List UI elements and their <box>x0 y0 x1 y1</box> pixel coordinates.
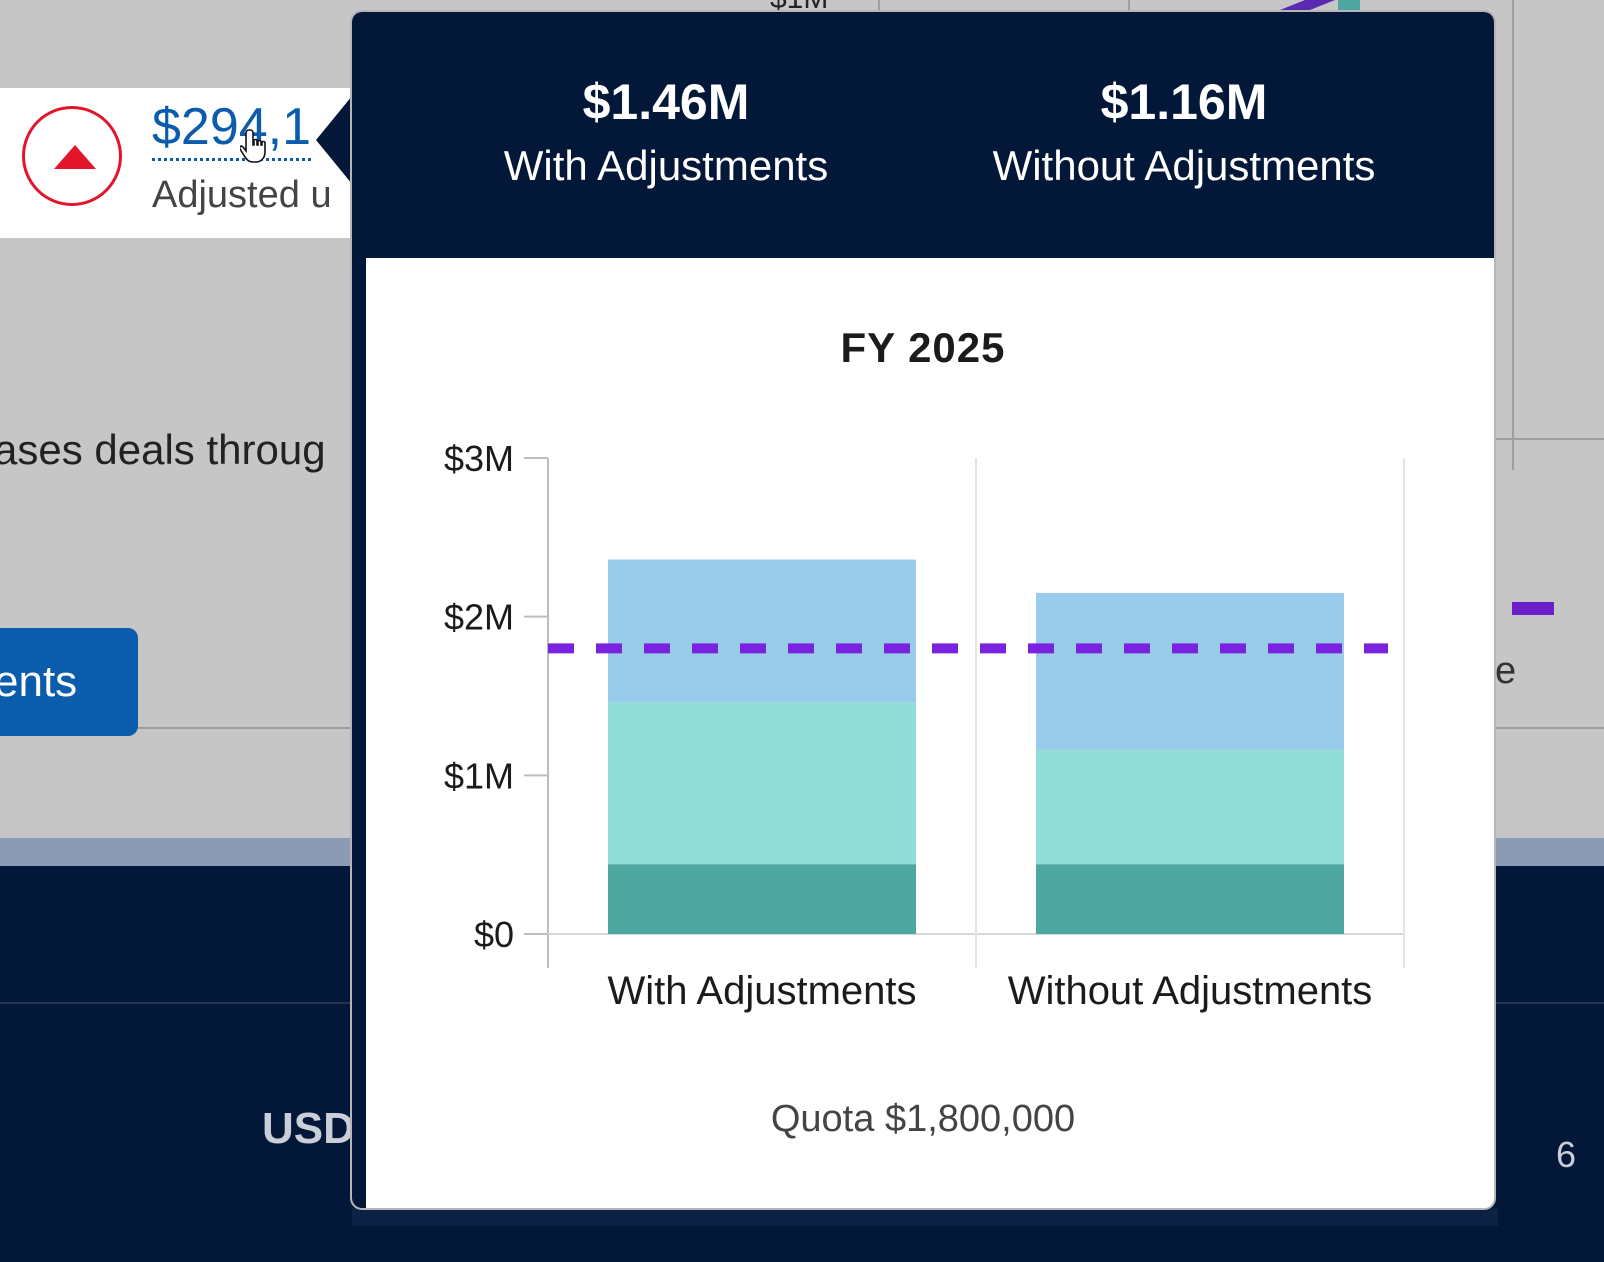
chart-title: FY 2025 <box>840 324 1006 371</box>
bar-segment <box>1036 592 1344 750</box>
bg-divider <box>1496 438 1604 440</box>
deal-description: ases deals throug <box>0 426 326 473</box>
stat-value: $1.16M <box>1100 74 1268 130</box>
stat-with-adjustments: $1.46M With Adjustments <box>406 70 926 198</box>
y-tick-label: $3M <box>444 438 514 479</box>
bg-right-text: e <box>1495 650 1517 692</box>
hand-cursor-icon <box>240 129 266 163</box>
y-tick-label: $0 <box>474 914 514 955</box>
y-tick-label: $1M <box>444 755 514 796</box>
popover-header: $1.46M With Adjustments $1.16M Without A… <box>352 12 1494 258</box>
stat-label: With Adjustments <box>503 142 829 189</box>
popover-shadow <box>352 1208 1498 1226</box>
popover-edge <box>352 258 366 1208</box>
quota-value: $1,800,000 <box>884 1098 1076 1140</box>
bg-divider <box>1512 0 1514 470</box>
currency-label: USD <box>262 1104 355 1153</box>
y-tick-label: $2M <box>444 597 514 638</box>
footer-value-fragment: 6 <box>1556 1134 1577 1175</box>
bar-segment <box>608 864 916 934</box>
bar-segment <box>1036 749 1344 865</box>
bar-segment <box>608 559 916 703</box>
trend-up-icon <box>22 106 122 206</box>
bg-divider <box>878 0 880 10</box>
adjusted-amount-link[interactable]: $294,1 <box>152 96 312 161</box>
quota-text: Quota <box>770 1098 875 1140</box>
bar-segment <box>1036 864 1344 934</box>
quota-label: Quota $1,800,000 <box>352 1098 1494 1141</box>
stat-value: $1.46M <box>582 74 750 130</box>
bar-segment <box>608 702 916 865</box>
forecast-popover: $1.46M With Adjustments $1.16M Without A… <box>350 10 1496 1210</box>
bg-divider <box>1128 0 1130 10</box>
stat-label: Without Adjustments <box>992 142 1376 189</box>
x-tick-label: With Adjustments <box>607 969 916 1013</box>
forecast-chart: $0 $1M $2M $3M With Adjustments Without Adjus… <box>444 438 1405 1013</box>
bg-divider <box>1496 727 1604 729</box>
x-tick-label: Without Adjustments <box>1008 969 1373 1013</box>
adjusted-label: Adjusted u <box>152 174 332 216</box>
quota-legend-swatch <box>1512 602 1554 615</box>
stat-without-adjustments: $1.16M Without Adjustments <box>924 70 1444 198</box>
bg-chart-fragment <box>1280 0 1360 10</box>
adjustments-button[interactable]: ents <box>0 628 138 736</box>
popover-pointer <box>316 96 352 184</box>
bg-divider <box>130 727 352 729</box>
